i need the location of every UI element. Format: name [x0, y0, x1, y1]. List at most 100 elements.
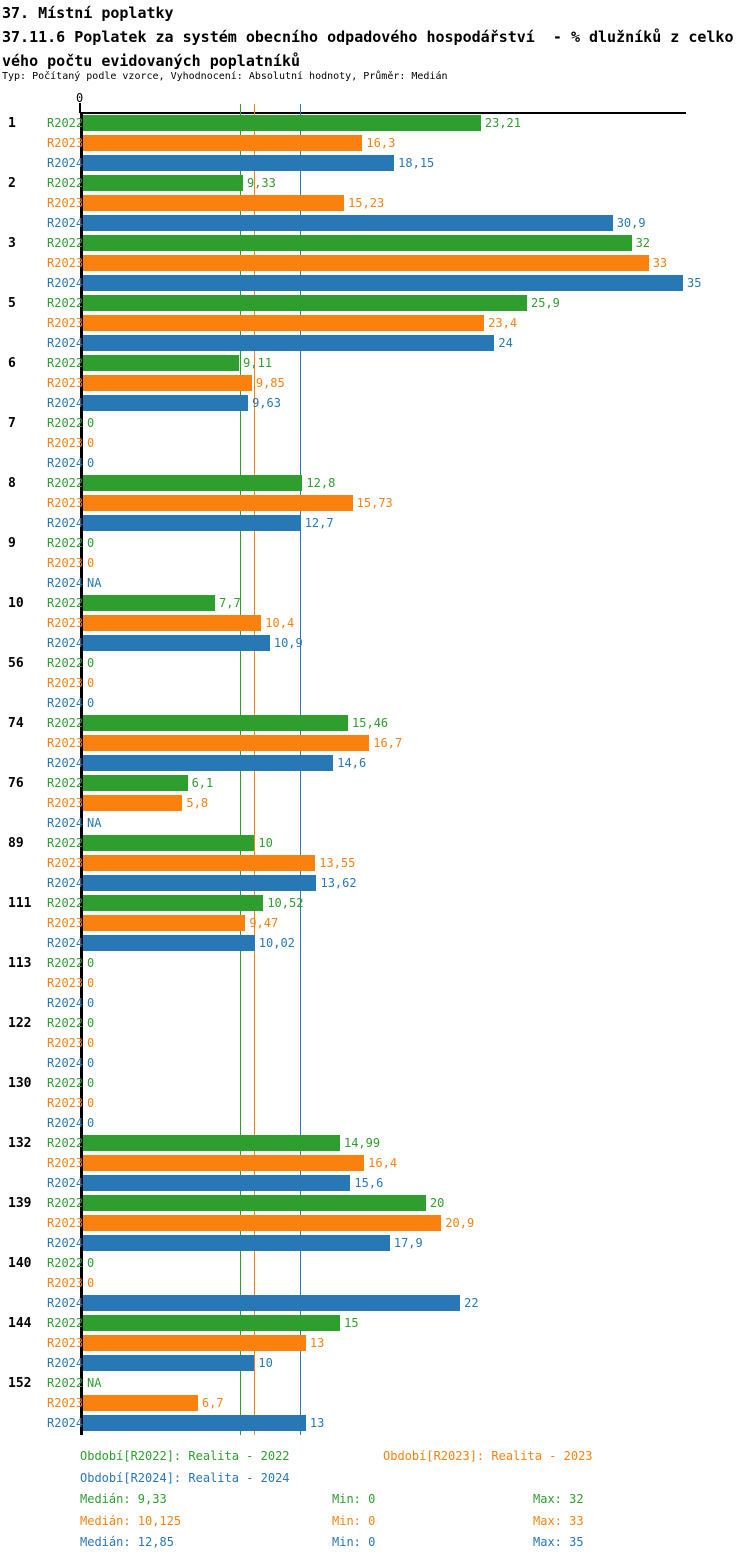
- series-label-5-r2023: R2023: [47, 316, 84, 330]
- category-label-6: 6: [8, 356, 16, 371]
- series-label-56-r2023: R2023: [47, 676, 84, 690]
- bar-2-r2023: [83, 195, 345, 211]
- value-label-8-r2024: 12,7: [304, 516, 334, 530]
- series-label-152-r2023: R2023: [47, 1396, 84, 1410]
- bar-144-r2023: [83, 1335, 306, 1351]
- value-label-74-r2022: 15,46: [352, 716, 389, 730]
- legend-item-r2024: Období[R2024]: Realita - 2024: [80, 1471, 290, 1485]
- series-label-6-r2024: R2024: [47, 396, 84, 410]
- value-label-140-r2023: 0: [87, 1276, 95, 1290]
- bar-1-r2023: [83, 135, 363, 151]
- value-label-9-r2022: 0: [87, 536, 95, 550]
- bar-140-r2024: [83, 1295, 461, 1311]
- value-label-122-r2023: 0: [87, 1036, 95, 1050]
- series-label-5-r2024: R2024: [47, 336, 84, 350]
- series-label-8-r2022: R2022: [47, 476, 84, 490]
- legend-item-r2022: Období[R2022]: Realita - 2022: [80, 1449, 290, 1463]
- bar-3-r2024: [83, 275, 683, 291]
- category-label-144: 144: [8, 1316, 32, 1331]
- series-label-113-r2023: R2023: [47, 976, 84, 990]
- series-label-144-r2024: R2024: [47, 1356, 84, 1370]
- series-label-140-r2022: R2022: [47, 1256, 84, 1270]
- value-label-8-r2023: 15,73: [356, 496, 393, 510]
- series-label-56-r2022: R2022: [47, 656, 84, 670]
- series-label-9-r2022: R2022: [47, 536, 84, 550]
- bar-8-r2024: [83, 515, 301, 531]
- bar-6-r2023: [83, 375, 252, 391]
- stat-median-r2023: Medián: 10,125: [80, 1514, 182, 1528]
- stat-median-r2024: Medián: 12,85: [80, 1535, 174, 1549]
- series-label-113-r2024: R2024: [47, 996, 84, 1010]
- series-label-56-r2024: R2024: [47, 696, 84, 710]
- value-label-9-r2023: 0: [87, 556, 95, 570]
- stat-median-r2022: Medián: 9,33: [80, 1492, 167, 1506]
- value-label-10-r2022: 7,7: [219, 596, 241, 610]
- bar-74-r2023: [83, 735, 370, 751]
- bar-111-r2024: [83, 935, 255, 951]
- series-label-122-r2023: R2023: [47, 1036, 84, 1050]
- value-label-144-r2023: 13: [309, 1336, 325, 1350]
- value-label-76-r2023: 5,8: [186, 796, 209, 810]
- bar-132-r2023: [83, 1155, 365, 1171]
- series-label-130-r2022: R2022: [47, 1076, 84, 1090]
- axis-top-line: [80, 112, 686, 114]
- stat-min-r2022: Min: 0: [332, 1492, 376, 1506]
- bar-10-r2024: [83, 635, 270, 651]
- category-label-140: 140: [8, 1256, 32, 1271]
- value-label-76-r2024: NA: [87, 816, 102, 830]
- bar-139-r2023: [83, 1215, 442, 1231]
- bar-1-r2024: [83, 155, 395, 171]
- bar-74-r2024: [83, 755, 334, 771]
- series-label-144-r2023: R2023: [47, 1336, 84, 1350]
- bar-8-r2023: [83, 495, 353, 511]
- series-label-10-r2023: R2023: [47, 616, 84, 630]
- value-label-56-r2022: 0: [87, 656, 95, 670]
- series-label-9-r2024: R2024: [47, 576, 84, 590]
- value-label-152-r2022: NA: [87, 1376, 102, 1390]
- bar-10-r2023: [83, 615, 262, 631]
- bar-76-r2022: [83, 775, 188, 791]
- series-label-89-r2022: R2022: [47, 836, 84, 850]
- bar-132-r2022: [83, 1135, 340, 1151]
- bar-89-r2022: [83, 835, 255, 851]
- series-label-111-r2024: R2024: [47, 936, 84, 950]
- value-label-132-r2024: 15,6: [354, 1176, 384, 1190]
- series-label-74-r2022: R2022: [47, 716, 84, 730]
- value-label-113-r2022: 0: [87, 956, 95, 970]
- bar-2-r2022: [83, 175, 243, 191]
- bar-74-r2022: [83, 715, 349, 731]
- value-label-2-r2024: 30,9: [616, 216, 646, 230]
- series-label-122-r2024: R2024: [47, 1056, 84, 1070]
- category-label-1: 1: [8, 116, 16, 131]
- value-label-7-r2023: 0: [87, 436, 95, 450]
- value-label-74-r2023: 16,7: [373, 736, 403, 750]
- value-label-6-r2024: 9,63: [252, 396, 281, 410]
- category-label-3: 3: [8, 236, 16, 251]
- legend-item-r2023: Období[R2023]: Realita - 2023: [383, 1449, 593, 1463]
- series-label-2-r2024: R2024: [47, 216, 84, 230]
- bar-5-r2023: [83, 315, 485, 331]
- series-label-3-r2022: R2022: [47, 236, 84, 250]
- series-label-10-r2024: R2024: [47, 636, 84, 650]
- value-label-89-r2023: 13,55: [319, 856, 356, 870]
- series-label-76-r2022: R2022: [47, 776, 84, 790]
- series-label-140-r2024: R2024: [47, 1296, 84, 1310]
- series-label-76-r2023: R2023: [47, 796, 84, 810]
- series-label-152-r2024: R2024: [47, 1416, 84, 1430]
- value-label-10-r2023: 10,4: [265, 616, 295, 630]
- category-label-56: 56: [8, 656, 24, 671]
- bar-8-r2022: [83, 475, 303, 491]
- series-label-132-r2023: R2023: [47, 1156, 84, 1170]
- series-label-139-r2022: R2022: [47, 1196, 84, 1210]
- value-label-130-r2023: 0: [87, 1096, 95, 1110]
- value-label-122-r2024: 0: [87, 1056, 95, 1070]
- value-label-2-r2023: 15,23: [348, 196, 385, 210]
- chart-meta: Typ: Počítaný podle vzorce, Vyhodnocení:…: [2, 71, 448, 82]
- value-label-6-r2022: 9,11: [243, 356, 273, 370]
- stat-min-r2023: Min: 0: [332, 1514, 376, 1528]
- series-label-8-r2023: R2023: [47, 496, 84, 510]
- series-label-130-r2023: R2023: [47, 1096, 84, 1110]
- value-label-152-r2024: 13: [309, 1416, 325, 1430]
- value-label-111-r2024: 10,02: [258, 936, 295, 950]
- bar-3-r2022: [83, 235, 632, 251]
